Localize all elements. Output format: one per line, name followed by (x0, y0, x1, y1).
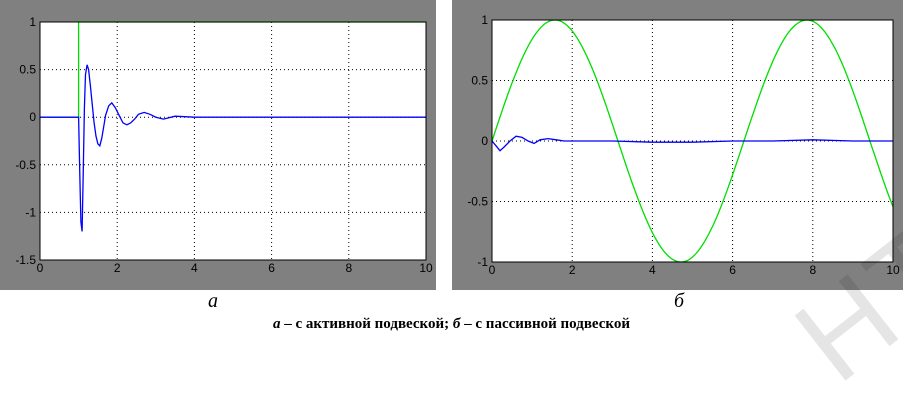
chart-a-svg: 0 2 4 6 8 10 -1.5 -1 -0.5 0 0.5 1 (15, 15, 433, 275)
series-line-2 (40, 64, 426, 232)
x-tick-label: 2 (114, 261, 121, 275)
x-tick-label: 4 (649, 263, 656, 277)
y-tick-label: -1 (477, 255, 488, 269)
x-tick-label: 8 (345, 261, 352, 275)
caption-label-b: б (452, 316, 461, 332)
y-tick-label: -0.5 (15, 158, 36, 172)
series-line-2 (491, 135, 893, 152)
x-tick-label: 10 (419, 261, 433, 275)
y-tick-label: -1.5 (15, 253, 36, 267)
chart-b-svg: 0 2 4 6 8 10 -1 -0.5 0 0.5 1 (467, 13, 900, 277)
caption-text-a: – с активной подвеской; (280, 316, 453, 332)
x-tick-label: 2 (569, 263, 576, 277)
y-tick-label: 1 (481, 13, 488, 27)
x-tick-label: 8 (809, 263, 816, 277)
figure-caption: a – с активной подвеской; б – с пассивно… (0, 316, 903, 333)
x-tick-label: 10 (886, 263, 900, 277)
x-tick-label: 0 (489, 263, 496, 277)
y-tick-label: -1 (25, 205, 36, 219)
plot-frame (39, 21, 427, 261)
y-tick-label: 0 (481, 134, 488, 148)
x-tick-label: 0 (37, 261, 44, 275)
y-tick-label: 0.5 (19, 63, 36, 77)
x-tick-label: 6 (729, 263, 736, 277)
y-tick-label: 1 (29, 15, 36, 29)
y-tick-label: 0 (29, 110, 36, 124)
x-tick-label: 4 (191, 261, 198, 275)
chart-panel-b: 0 2 4 6 8 10 -1 -0.5 0 0.5 1 (452, 0, 903, 290)
series-line-1 (491, 19, 894, 263)
caption-label-a: a (272, 316, 281, 332)
y-tick-label: -0.5 (467, 195, 488, 209)
panel-label-b: б (674, 290, 685, 312)
y-tick-label: 0.5 (471, 74, 488, 88)
plot-area (40, 22, 426, 260)
x-tick-label: 6 (268, 261, 275, 275)
caption-text-b: – с пассивной подвеской (460, 316, 631, 332)
plot-frame (491, 19, 894, 263)
chart-panel-a: 0 2 4 6 8 10 -1.5 -1 -0.5 0 0.5 1 (0, 0, 436, 290)
panel-label-a: а (208, 290, 218, 312)
